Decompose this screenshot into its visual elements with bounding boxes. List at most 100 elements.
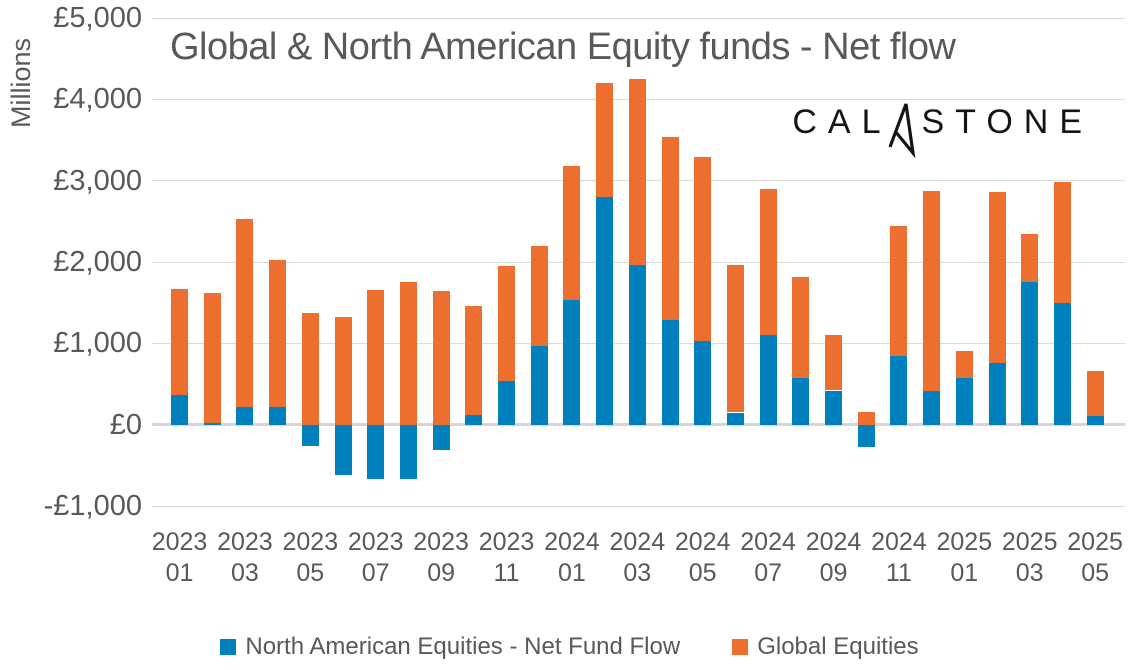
logo-text-cal: CAL xyxy=(792,103,892,141)
bar-segment-north-american-equities xyxy=(236,406,254,425)
gridline xyxy=(152,17,1125,19)
bar-segment-global-equities xyxy=(269,260,287,407)
bar-segment-global-equities xyxy=(498,266,515,381)
calastone-arrow-icon xyxy=(888,103,916,158)
x-tick-label: 2024 xyxy=(871,528,927,556)
bar-segment-north-american-equities xyxy=(923,390,941,425)
x-tick-label: 2024 xyxy=(544,528,600,556)
bar-segment-north-american-equities xyxy=(955,378,973,425)
y-tick-label: £3,000 xyxy=(53,164,142,197)
x-tick-label: 2025 xyxy=(1067,528,1123,556)
x-tick-label: 03 xyxy=(230,559,259,587)
x-tick-label: 11 xyxy=(493,559,520,587)
x-tick-label: 11 xyxy=(885,559,912,587)
x-tick-label: 09 xyxy=(427,559,455,587)
bar-segment-global-equities xyxy=(367,289,385,425)
bar-segment-global-equities xyxy=(825,335,842,391)
bar-segment-global-equities xyxy=(1053,182,1071,303)
bar-segment-north-american-equities xyxy=(1053,302,1071,425)
bar-segment-north-american-equities xyxy=(367,424,385,480)
x-tick-label: 2025 xyxy=(1001,528,1058,556)
bar-segment-global-equities xyxy=(399,282,417,425)
bar-segment-north-american-equities xyxy=(628,264,646,425)
bar-segment-north-american-equities xyxy=(825,390,842,425)
chart-title: Global & North American Equity funds - N… xyxy=(170,26,956,68)
bar-segment-north-american-equities xyxy=(171,395,188,425)
bar-segment-north-american-equities xyxy=(694,340,712,425)
bar-segment-global-equities xyxy=(465,305,483,415)
bar-segment-global-equities xyxy=(726,265,744,413)
x-tick-label: 03 xyxy=(623,559,652,587)
x-tick-label: 2023 xyxy=(413,528,469,556)
bar-segment-global-equities xyxy=(1021,234,1039,283)
bar-segment-global-equities xyxy=(1086,371,1104,416)
x-tick-label: 2024 xyxy=(805,528,862,556)
x-tick-label: 2023 xyxy=(347,528,404,556)
bar-segment-north-american-equities xyxy=(857,424,875,448)
bar-segment-north-american-equities xyxy=(399,424,417,480)
bar-segment-global-equities xyxy=(792,276,810,378)
y-tick-label: -£1,000 xyxy=(43,490,142,522)
bar-segment-north-american-equities xyxy=(596,196,614,425)
bar-segment-north-american-equities xyxy=(726,412,744,425)
bar-segment-north-american-equities xyxy=(203,423,221,425)
bar-segment-north-american-equities xyxy=(661,319,679,425)
x-tick-label: 2023 xyxy=(478,528,535,556)
legend: North American Equities - Net Fund Flow G… xyxy=(0,633,1139,661)
bar-segment-global-equities xyxy=(923,191,941,391)
bar-segment-global-equities xyxy=(596,83,614,197)
x-tick-label: 09 xyxy=(819,559,848,587)
y-tick-label: £0 xyxy=(109,408,142,441)
bar-segment-global-equities xyxy=(694,157,712,341)
x-tick-label: 05 xyxy=(296,559,325,587)
bar-segment-global-equities xyxy=(661,136,679,320)
bar-segment-north-american-equities xyxy=(269,406,287,425)
x-tick-label: 05 xyxy=(1081,559,1109,587)
x-tick-label: 2023 xyxy=(282,528,339,556)
legend-label: Global Equities xyxy=(757,633,919,660)
bar-segment-global-equities xyxy=(171,288,188,396)
x-tick-label: 2025 xyxy=(936,528,993,556)
x-tick-label: 2023 xyxy=(151,528,208,556)
legend-label: North American Equities - Net Fund Flow xyxy=(245,633,681,660)
bar-segment-north-american-equities xyxy=(301,424,319,446)
bar-segment-north-american-equities xyxy=(759,335,777,425)
bar-segment-global-equities xyxy=(530,245,548,346)
x-tick-label: 07 xyxy=(361,559,390,587)
legend-item: Global Equities xyxy=(732,633,919,661)
legend-swatch xyxy=(220,639,237,655)
bar-segment-global-equities xyxy=(857,411,875,425)
bar-segment-global-equities xyxy=(334,316,352,425)
y-tick-label: £1,000 xyxy=(53,327,142,360)
y-tick-label: £5,000 xyxy=(53,2,142,34)
bar-segment-north-american-equities xyxy=(432,424,450,450)
x-tick-label: 07 xyxy=(754,559,782,587)
x-tick-label: 03 xyxy=(1015,559,1044,587)
y-tick-label: £4,000 xyxy=(53,83,142,116)
x-tick-label: 01 xyxy=(165,559,194,587)
logo-text-stone: STONE xyxy=(921,103,1093,141)
bar-segment-north-american-equities xyxy=(1021,282,1039,425)
bar-segment-global-equities xyxy=(890,226,908,357)
bar-segment-global-equities xyxy=(432,290,450,425)
bar-segment-global-equities xyxy=(988,192,1006,363)
bar-segment-north-american-equities xyxy=(498,380,515,425)
x-tick-label: 2024 xyxy=(674,528,731,556)
bar-segment-global-equities xyxy=(236,218,254,407)
zero-gridline xyxy=(152,423,1125,427)
legend-swatch xyxy=(732,639,749,655)
x-tick-label: 01 xyxy=(950,559,979,587)
bar-segment-global-equities xyxy=(955,350,973,379)
gridline xyxy=(152,505,1125,507)
x-tick-label: 2023 xyxy=(217,528,273,556)
x-tick-label: 05 xyxy=(688,559,717,587)
y-axis-title: Millions xyxy=(6,37,36,128)
bar-segment-north-american-equities xyxy=(563,300,581,425)
calastone-logo: CAL STONE xyxy=(792,100,1093,158)
x-tick-label: 2024 xyxy=(740,528,796,556)
bar-segment-north-american-equities xyxy=(465,414,483,425)
bar-segment-global-equities xyxy=(628,79,646,265)
bar-segment-north-american-equities xyxy=(890,356,908,425)
bar-segment-north-american-equities xyxy=(988,362,1006,425)
